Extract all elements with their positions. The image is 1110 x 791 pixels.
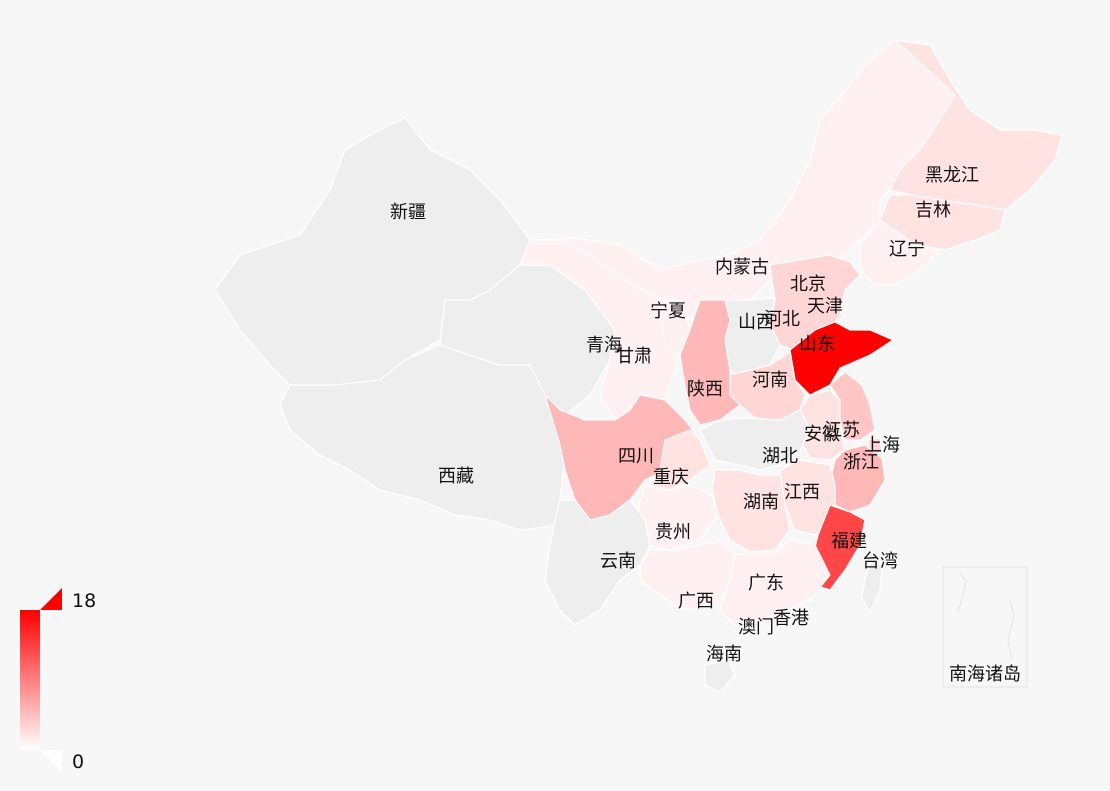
province-label-hongkong: 香港: [773, 608, 809, 629]
province-label-jiangsu: 江苏: [824, 420, 860, 441]
province-label-beijing: 北京: [790, 274, 826, 295]
province-label-hunan: 湖南: [743, 492, 779, 513]
south-china-sea-inset: 南海诸岛: [942, 566, 1028, 688]
province-label-shanghai: 上海: [864, 435, 900, 456]
province-label-anhui: 安徽: [804, 424, 840, 445]
province-label-yunnan: 云南: [600, 551, 636, 572]
province-label-guangdong: 广东: [748, 573, 784, 594]
province-label-jiangxi: 江西: [784, 482, 820, 503]
province-label-neimenggu: 内蒙古: [715, 257, 769, 278]
legend-gradient-bar[interactable]: [20, 610, 40, 750]
inset-frame: [942, 566, 1028, 688]
visual-map-legend[interactable]: 18 0: [20, 588, 96, 773]
province-label-qinghai: 青海: [586, 335, 622, 356]
province-label-shaanxi: 陕西: [687, 379, 723, 400]
province-yunnan[interactable]: [544, 499, 651, 626]
province-layer: [214, 39, 1063, 693]
province-hongkong[interactable]: [777, 614, 791, 627]
province-hainan[interactable]: [704, 659, 736, 693]
province-label-heilongjiang: 黑龙江: [925, 165, 979, 186]
province-chongqing[interactable]: [649, 429, 711, 491]
province-label-hubei: 湖北: [762, 446, 798, 467]
province-zhejiang[interactable]: [829, 444, 886, 513]
province-label-jilin: 吉林: [915, 200, 951, 221]
province-label-guizhou: 贵州: [655, 522, 691, 543]
province-liaoning[interactable]: [859, 219, 941, 286]
province-label-chongqing: 重庆: [653, 467, 689, 488]
province-label-zhejiang: 浙江: [843, 452, 879, 473]
legend-min-label: 0: [72, 751, 84, 773]
province-label-xizang: 西藏: [438, 466, 474, 487]
province-guangxi[interactable]: [639, 539, 736, 611]
province-label-henan: 河南: [752, 370, 788, 391]
province-macau[interactable]: [763, 618, 773, 629]
province-hubei[interactable]: [699, 409, 811, 471]
province-anhui[interactable]: [799, 389, 846, 461]
inset-dash-line: [1007, 599, 1015, 661]
province-label-fujian: 福建: [831, 531, 867, 552]
province-label-hainan: 海南: [706, 644, 742, 665]
province-label-hebei: 河北: [764, 309, 800, 330]
province-label-ningxia: 宁夏: [650, 301, 686, 322]
legend-max-handle[interactable]: [40, 588, 62, 610]
inset-coast: [957, 571, 967, 613]
province-label-guangxi: 广西: [678, 591, 714, 612]
province-guangdong[interactable]: [719, 539, 831, 626]
province-label-taiwan: 台湾: [862, 551, 898, 572]
province-label-xinjiang: 新疆: [390, 202, 426, 223]
inset-label: 南海诸岛: [949, 664, 1021, 685]
province-taiwan[interactable]: [861, 559, 883, 613]
legend-min-handle[interactable]: [40, 750, 62, 772]
province-label-tianjin: 天津: [807, 296, 843, 317]
province-jiangsu[interactable]: [829, 371, 876, 441]
province-label-gansu: 甘肃: [616, 346, 652, 367]
province-label-shandong: 山东: [799, 334, 835, 355]
province-label-shanxi: 山西: [738, 312, 774, 333]
province-shandong[interactable]: [789, 321, 894, 396]
province-shaanxi[interactable]: [679, 299, 741, 426]
province-label-liaoning: 辽宁: [889, 239, 925, 260]
legend-max-label: 18: [72, 590, 96, 612]
province-label-macau: 澳门: [738, 617, 774, 638]
province-label-sichuan: 四川: [618, 446, 654, 467]
